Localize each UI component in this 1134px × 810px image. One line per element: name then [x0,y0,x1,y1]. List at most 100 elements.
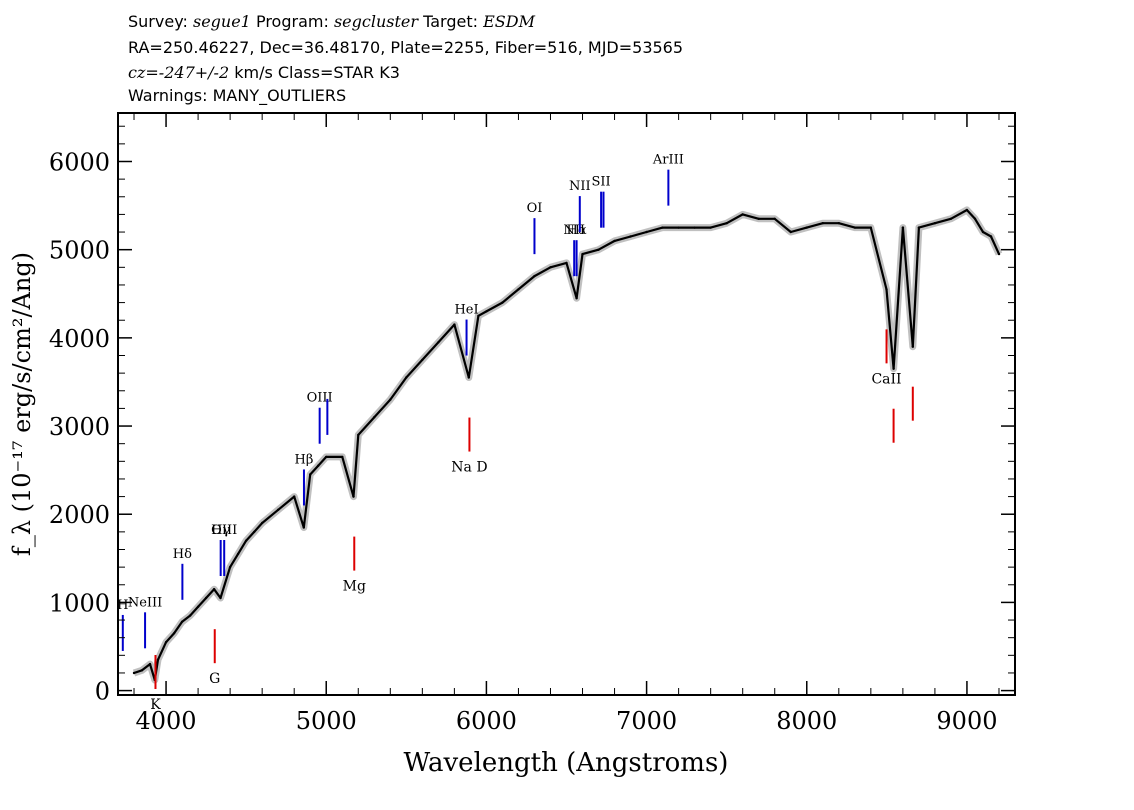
data-point [901,226,905,229]
data-point [885,288,888,291]
data-point [533,274,536,278]
data-point [629,235,632,238]
data-point [140,669,144,672]
emission-line-label: OI [527,201,543,216]
plot-frame [117,112,1016,696]
x-tick-label: 5000 [296,707,357,735]
data-point [421,358,424,362]
data-point [219,596,222,600]
data-point [517,288,520,291]
emission-line-label: H [117,598,128,613]
program-label: Program: [255,12,329,31]
data-point [261,521,264,525]
data-point [693,226,696,229]
x-axis-label: Wavelength (Angstroms) [404,748,729,778]
y-tick-label: 0 [95,678,110,706]
cz-label: cz= [128,63,159,82]
data-point [549,266,552,269]
data-point [757,217,760,220]
header-line-2: RA=250.46227, Dec=36.48170, Plate=2255, … [128,38,684,57]
emission-line-label: NeIII [128,595,162,610]
absorption-line-label: Na D [451,460,487,476]
data-point [597,248,600,251]
data-point [853,226,856,229]
data-point [565,261,568,265]
y-tick-label: 1000 [49,589,110,617]
data-point [293,495,296,498]
data-point [437,341,440,344]
data-point [132,671,136,675]
axis-ticks: 4000 5000 6000 7000 8000 9000 0 1000 2000 3000 400… [49,113,1015,735]
error-band [132,206,1003,684]
data-point [236,552,240,556]
y-tick-label: 4000 [49,325,110,353]
data-point [997,252,1001,256]
data-point [892,367,895,370]
data-point [244,539,248,542]
data-point [741,213,744,216]
program-value: segcluster [333,12,419,31]
data-point [357,433,360,437]
y-tick-label: 5000 [49,237,110,265]
data-point [501,301,504,304]
data-point [253,530,256,534]
data-point [352,495,355,498]
data-point [949,217,953,220]
data-point [837,222,840,225]
data-point [180,620,184,623]
y-tick-label: 3000 [49,413,110,441]
y-tick-label: 6000 [49,149,110,177]
data-point [725,222,728,225]
data-point [911,345,914,348]
data-point [485,310,488,313]
header-line-1: Survey: segue1 Program: segcluster Targe… [128,12,535,32]
emission-line-label: Hα [567,223,587,238]
data-point [917,226,921,229]
data-point [148,662,152,666]
data-point [156,658,160,661]
x-tick-label: 4000 [136,707,197,735]
data-point [661,226,664,229]
emission-line-label: Hδ [173,547,192,562]
data-point [325,455,328,459]
data-point [341,455,344,459]
x-tick-label: 9000 [936,707,997,735]
data-point [309,473,312,476]
survey-value: segue1 [192,12,251,31]
data-point [773,217,776,220]
data-point [317,464,320,467]
data-point [933,222,937,225]
data-point [204,596,208,600]
data-point [575,297,578,300]
data-point [965,208,969,212]
x-tick-label: 8000 [776,707,837,735]
error-band-path [132,206,1003,684]
data-point [405,376,408,379]
data-point [477,314,480,317]
data-point [196,605,200,608]
data-point [389,398,392,401]
emission-line-label: OIII [307,391,333,406]
data-point [677,226,680,229]
absorption-line-label: G [209,671,220,687]
x-tick-label: 7000 [616,707,677,735]
header-line-4: Warnings: MANY_OUTLIERS [128,86,347,105]
data-point [709,226,712,229]
data-point [277,508,280,511]
y-tick-label: 2000 [49,501,110,529]
emission-line-label: Hγ [211,523,230,538]
data-point [613,239,616,243]
data-point [212,588,216,591]
data-point [645,230,648,234]
data-point [172,632,176,635]
data-point [805,226,808,229]
emission-line-label: HeI [454,303,478,318]
data-point [821,222,824,225]
data-point [164,640,168,644]
data-point [869,226,872,229]
data-point [973,217,977,220]
data-point [228,565,232,569]
data-point [302,526,305,529]
